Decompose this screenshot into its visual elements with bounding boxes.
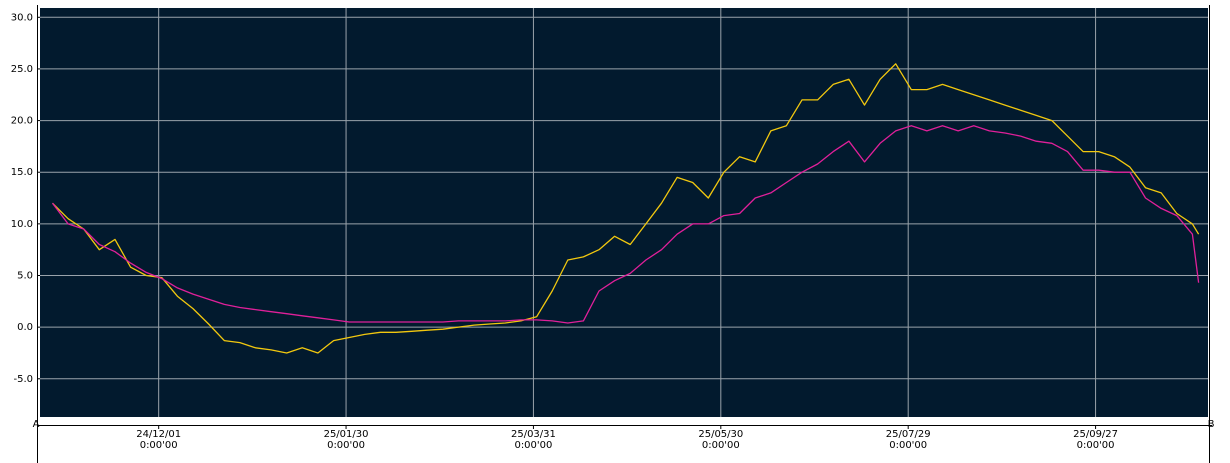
axis-end-label: B (1208, 419, 1215, 430)
x-tick-label: 24/12/01 (136, 429, 181, 440)
x-tick-time: 0:00'00 (327, 440, 365, 451)
plot-area (40, 8, 1208, 417)
x-tick-time: 0:00'00 (140, 440, 178, 451)
axis-end-label: A (33, 419, 40, 430)
x-tick-time: 0:00'00 (514, 440, 552, 451)
x-tick-label: 25/03/31 (511, 429, 556, 440)
x-tick-time: 0:00'00 (889, 440, 927, 451)
y-tick-label: 0.0 (17, 322, 33, 333)
y-tick-label: -5.0 (13, 374, 33, 385)
x-tick-label: 25/05/30 (698, 429, 743, 440)
x-tick-time: 0:00'00 (1077, 440, 1115, 451)
x-tick-label: 25/01/30 (324, 429, 369, 440)
y-tick-label: 20.0 (11, 116, 33, 127)
y-tick-label: 30.0 (11, 12, 33, 23)
y-tick-label: 15.0 (11, 167, 33, 178)
data-line (52, 63, 1200, 354)
y-tick-label: 25.0 (11, 64, 33, 75)
y-tick-label: 10.0 (11, 219, 33, 230)
x-tick-time: 0:00'00 (702, 440, 740, 451)
x-tick-label: 25/09/27 (1073, 429, 1118, 440)
x-tick-label: 25/07/29 (886, 429, 931, 440)
data-line (51, 125, 1200, 324)
y-tick-label: 5.0 (17, 271, 33, 282)
